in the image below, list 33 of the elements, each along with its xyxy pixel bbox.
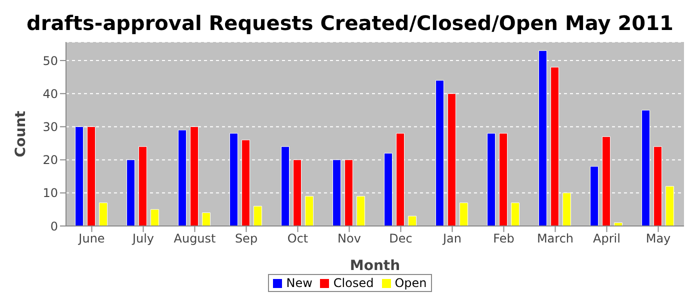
x-tick-label: June	[78, 232, 105, 246]
y-tick-label: 20	[42, 153, 58, 168]
y-tick-label: 30	[42, 120, 58, 134]
legend-label: Closed	[332, 276, 374, 290]
y-axis-title: Count	[12, 110, 29, 158]
bar	[511, 202, 520, 226]
x-tick-label: May	[646, 232, 671, 246]
y-tick-label: 40	[42, 86, 58, 101]
y-tick-label: 50	[42, 54, 58, 68]
bar	[202, 212, 211, 226]
x-tick-label: Dec	[389, 232, 412, 246]
x-tick-label: Jan	[442, 232, 462, 246]
bar	[408, 216, 417, 226]
legend-label: New	[285, 276, 312, 290]
chart-title: drafts-approval Requests Created/Closed/Open May 2011	[26, 10, 674, 37]
bar	[356, 196, 366, 226]
x-tick-label: March	[536, 232, 574, 246]
bar	[99, 202, 108, 226]
x-axis-title: Month	[350, 258, 400, 274]
x-tick-label: Nov	[338, 232, 361, 246]
x-tick-label: July	[131, 232, 154, 246]
x-tick-label: Feb	[493, 232, 514, 246]
bar	[460, 202, 468, 226]
x-tick-label: April	[593, 232, 620, 246]
x-tick-label: Oct	[287, 232, 308, 246]
bar	[150, 209, 160, 226]
x-tick-label: Sep	[234, 232, 258, 246]
x-tick-label: August	[174, 232, 216, 246]
bar	[254, 206, 262, 226]
bar	[305, 196, 314, 226]
legend-label: Open	[394, 276, 427, 290]
y-tick-label: 10	[42, 186, 58, 200]
y-tick-label: 0	[50, 219, 58, 234]
